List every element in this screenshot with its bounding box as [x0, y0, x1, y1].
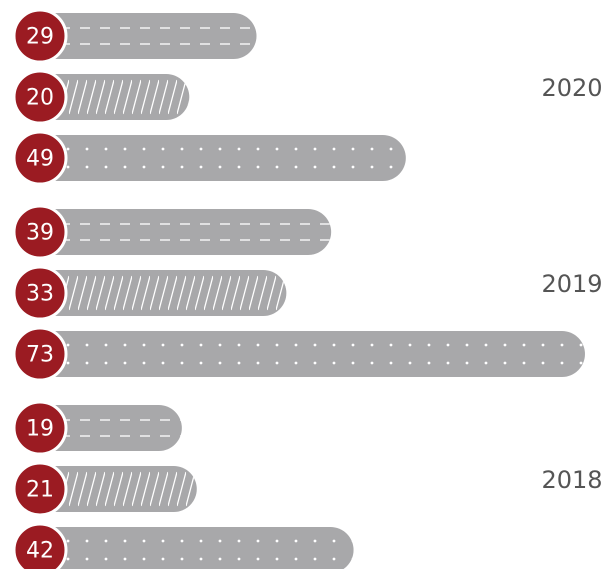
- bar-pattern: [40, 13, 257, 60]
- value-label: 39: [26, 221, 54, 246]
- category-label: 2018: [541, 466, 602, 494]
- value-badge: [12, 130, 68, 186]
- bar-pattern: [40, 331, 585, 377]
- bar-pattern: [40, 405, 182, 451]
- value-badge: [12, 400, 68, 456]
- bar-pattern: [40, 135, 406, 181]
- value-label: 49: [26, 147, 54, 172]
- bar-pattern: [40, 209, 332, 255]
- value-badge: [12, 204, 68, 260]
- value-label: 19: [26, 417, 54, 442]
- value-badge: [12, 69, 68, 125]
- bar-group: 21: [12, 461, 197, 517]
- value-label: 20: [26, 86, 54, 111]
- bar-pattern: [40, 74, 190, 120]
- bar-group: 39: [12, 204, 332, 260]
- value-label: 29: [26, 25, 54, 50]
- bar-group: 42: [12, 522, 354, 569]
- bar-pattern: [40, 270, 287, 316]
- value-badge: [12, 522, 68, 569]
- value-badge: [12, 265, 68, 321]
- bar-group: 33: [12, 265, 287, 321]
- value-label: 42: [26, 539, 54, 564]
- value-badge: [12, 326, 68, 382]
- category-label: 2020: [541, 74, 602, 102]
- category-label: 2019: [541, 270, 602, 298]
- bar-group: 20: [12, 69, 190, 125]
- bar-group: 19: [12, 400, 182, 456]
- value-badge: [12, 8, 68, 64]
- bar-group: 73: [12, 326, 585, 382]
- value-label: 33: [26, 282, 54, 307]
- bar-pattern: [40, 466, 197, 512]
- value-label: 21: [26, 478, 54, 503]
- bar-group: 29: [12, 8, 257, 64]
- bar-pattern: [40, 527, 354, 569]
- value-badge: [12, 461, 68, 517]
- bar-group: 49: [12, 130, 406, 186]
- value-label: 73: [26, 343, 54, 368]
